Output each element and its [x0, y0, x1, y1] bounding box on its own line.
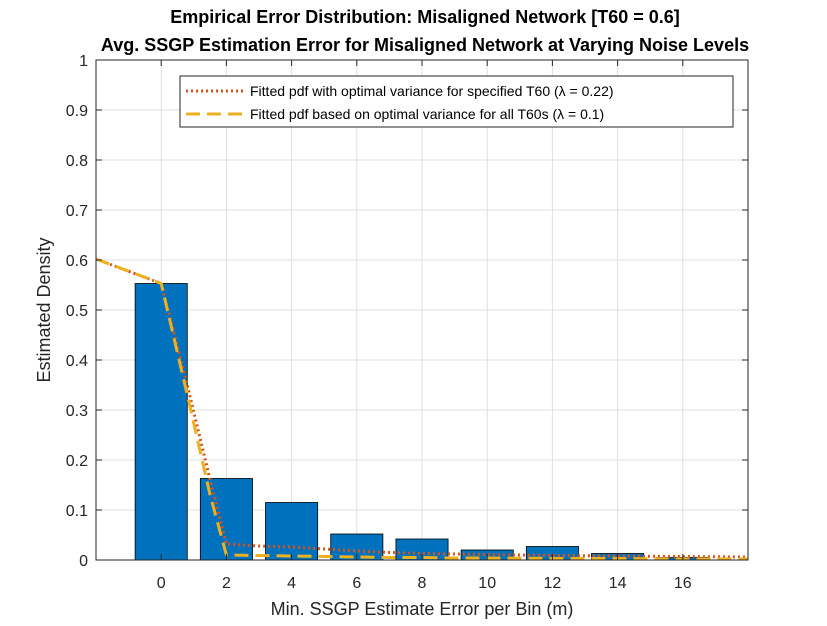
y-axis-label: Estimated Density [34, 237, 54, 382]
x-tick-label-4: 8 [418, 575, 427, 592]
y-tick-label-3: 0.3 [66, 403, 88, 420]
x-tick-label-5: 10 [478, 575, 496, 592]
legend-entry-fitted-all: Fitted pdf based on optimal variance for… [250, 106, 604, 122]
y-tick-label-7: 0.7 [66, 203, 88, 220]
x-axis-label: Min. SSGP Estimate Error per Bin (m) [271, 599, 574, 619]
y-tick-label-10: 1 [79, 53, 88, 70]
fitted-lines [95, 257, 749, 561]
x-tick-label-8: 16 [674, 575, 692, 592]
x-tick-label-0: 0 [157, 575, 166, 592]
y-tick-label-9: 0.9 [66, 103, 88, 120]
y-tick-label-4: 0.4 [66, 353, 88, 370]
x-tick-label-3: 6 [352, 575, 361, 592]
histogram-bar-0 [134, 283, 188, 561]
x-tick-label-1: 2 [222, 575, 231, 592]
chart-subtitle: Avg. SSGP Estimation Error for Misaligne… [101, 35, 749, 55]
y-tick-label-5: 0.5 [66, 303, 88, 320]
chart-title: Empirical Error Distribution: Misaligned… [170, 7, 680, 27]
x-tick-label-7: 14 [609, 575, 627, 592]
legend: Fitted pdf with optimal variance for spe… [179, 75, 734, 128]
fitted-line-all [95, 257, 748, 561]
histogram-bar-2 [265, 502, 319, 561]
legend-box [179, 75, 734, 128]
axis-ticks: 0 2 4 6 8 10 12 14 16 0 0.1 0.2 0.3 0.4 0.5 0.6 0.7 0.8 0.… [66, 53, 748, 592]
y-tick-label-2: 0.2 [66, 453, 88, 470]
fitted-line-specified [95, 257, 749, 559]
y-tick-label-8: 0.8 [66, 153, 88, 170]
legend-entry-fitted-specified: Fitted pdf with optimal variance for spe… [250, 83, 614, 99]
x-tick-label-2: 4 [287, 575, 296, 592]
y-tick-label-1: 0.1 [66, 503, 88, 520]
x-tick-label-6: 12 [544, 575, 562, 592]
y-tick-label-0: 0 [79, 553, 88, 570]
y-tick-label-6: 0.6 [66, 253, 88, 270]
